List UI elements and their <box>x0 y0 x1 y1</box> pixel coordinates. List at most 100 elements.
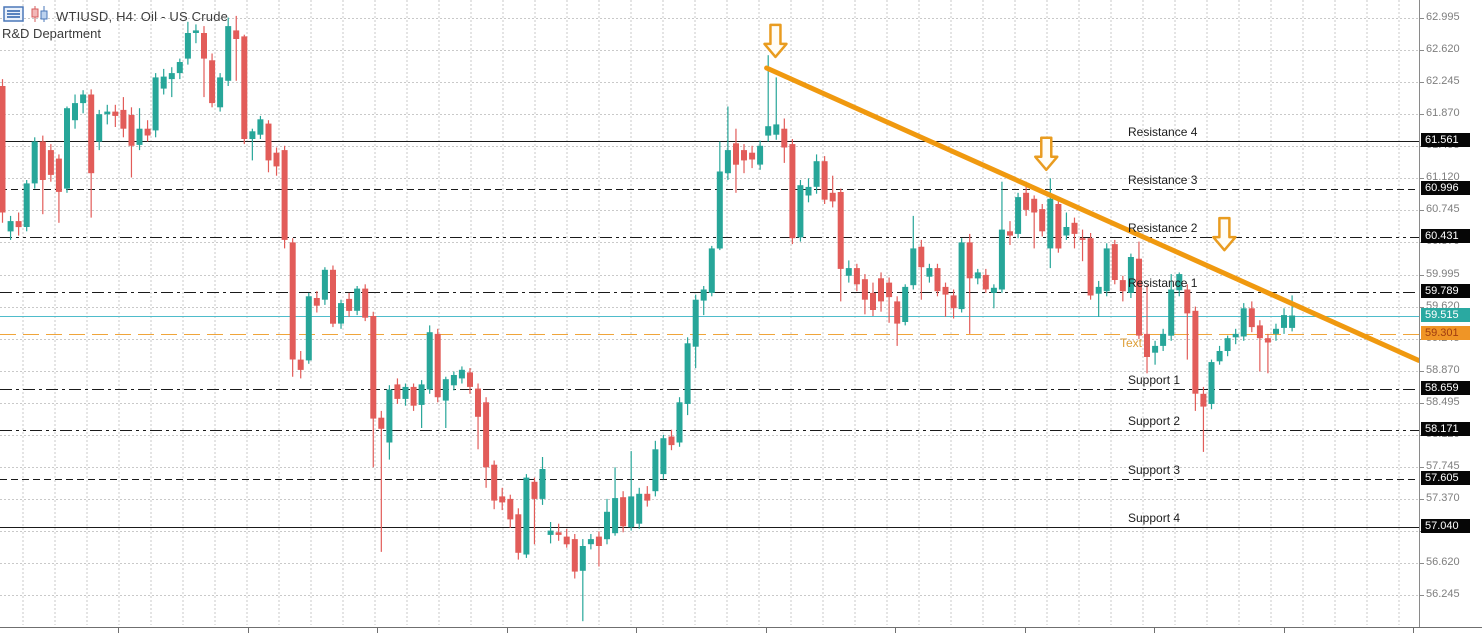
candle <box>1111 244 1118 280</box>
candle <box>620 497 627 527</box>
price-tick <box>1419 18 1424 19</box>
candle <box>757 145 764 165</box>
candle <box>1152 345 1159 353</box>
level-label-2[interactable]: Resistance 2 <box>1128 221 1198 235</box>
candle <box>394 384 401 399</box>
price-axis[interactable]: 62.99562.62062.24561.87061.49561.12060.7… <box>1419 0 1482 637</box>
price-tick <box>1419 595 1424 596</box>
level-price-label: 57.040 <box>1421 519 1470 533</box>
price-tick-label: 62.995 <box>1426 11 1460 23</box>
candle <box>587 539 594 545</box>
candle <box>668 436 675 446</box>
candle <box>805 186 812 196</box>
candle <box>716 171 723 249</box>
time-tick <box>507 628 508 633</box>
candle <box>128 115 135 146</box>
level-price-label: 60.431 <box>1421 229 1470 243</box>
candle <box>233 30 240 39</box>
candle <box>217 77 224 108</box>
candle <box>1289 315 1296 328</box>
candle <box>265 123 272 161</box>
chart-canvas[interactable] <box>0 0 1419 637</box>
candle <box>7 221 14 232</box>
text-annotation[interactable]: Text <box>1120 336 1143 350</box>
level-label-1[interactable]: Resistance 3 <box>1128 173 1198 187</box>
candle <box>1127 257 1134 293</box>
trendline[interactable] <box>764 65 1419 363</box>
candle <box>837 192 844 269</box>
candle <box>571 539 578 572</box>
candle <box>72 103 78 121</box>
candle <box>878 278 884 302</box>
candle <box>354 288 361 311</box>
candle <box>902 286 909 322</box>
level-label-5[interactable]: Support 2 <box>1128 414 1181 428</box>
candle <box>152 77 159 131</box>
candle <box>410 386 417 406</box>
candle <box>1192 310 1199 394</box>
price-tick <box>1419 275 1424 276</box>
candle <box>821 161 828 200</box>
candlestick-chart-icon <box>30 6 50 27</box>
time-tick <box>1413 628 1414 633</box>
candle <box>1273 328 1279 334</box>
candle <box>225 26 232 81</box>
candle <box>1047 198 1054 249</box>
candle <box>845 268 852 276</box>
candle <box>120 109 127 129</box>
candle <box>1176 274 1183 291</box>
order-price-label: 59.301 <box>1421 326 1470 340</box>
candle <box>724 150 731 174</box>
candle <box>249 131 256 139</box>
level-label-3[interactable]: Resistance 1 <box>1128 276 1198 290</box>
candle <box>861 279 868 300</box>
down-arrow-2[interactable] <box>1212 216 1237 252</box>
candle <box>55 158 62 192</box>
candle <box>321 269 328 300</box>
candle <box>918 246 925 268</box>
price-tick-label: 62.245 <box>1426 75 1460 87</box>
candle <box>1256 325 1263 339</box>
price-tick-label: 56.620 <box>1426 556 1460 568</box>
level-label-0[interactable]: Resistance 4 <box>1128 125 1198 139</box>
level-label-6[interactable]: Support 3 <box>1128 463 1181 477</box>
candle <box>201 33 207 59</box>
candle <box>853 268 860 285</box>
time-tick <box>118 628 119 633</box>
candle <box>829 192 836 202</box>
price-tick <box>1419 403 1424 404</box>
candle <box>499 496 506 503</box>
list-panel-icon <box>3 6 24 27</box>
candle <box>168 73 175 80</box>
candle <box>1136 258 1142 336</box>
price-tick-label: 57.745 <box>1426 460 1460 472</box>
chart-subtitle: R&D Department <box>2 26 101 41</box>
candle <box>773 124 780 135</box>
candle <box>1248 308 1255 328</box>
time-tick <box>248 628 249 633</box>
candle <box>176 62 183 74</box>
price-tick <box>1419 82 1424 83</box>
down-arrow-1[interactable] <box>1034 136 1059 172</box>
candle <box>273 152 280 167</box>
candle <box>813 161 820 187</box>
candle <box>160 76 167 89</box>
candle <box>136 128 143 145</box>
candle <box>281 150 288 240</box>
level-label-4[interactable]: Support 1 <box>1128 373 1181 387</box>
candle <box>942 286 949 295</box>
level-label-7[interactable]: Support 4 <box>1128 511 1181 525</box>
candle <box>23 183 30 227</box>
price-chart[interactable]: WTIUSD, H4: Oil - US Crude R&D Departmen… <box>0 0 1419 637</box>
down-arrow-0[interactable] <box>763 23 788 59</box>
candle <box>313 298 320 306</box>
candle <box>1031 198 1038 213</box>
candle <box>990 287 997 293</box>
price-tick <box>1419 499 1424 500</box>
candle <box>628 496 635 528</box>
time-axis[interactable] <box>0 627 1482 637</box>
candle <box>402 386 409 399</box>
candle <box>1200 393 1207 407</box>
candle <box>330 269 336 324</box>
candle <box>612 498 619 534</box>
